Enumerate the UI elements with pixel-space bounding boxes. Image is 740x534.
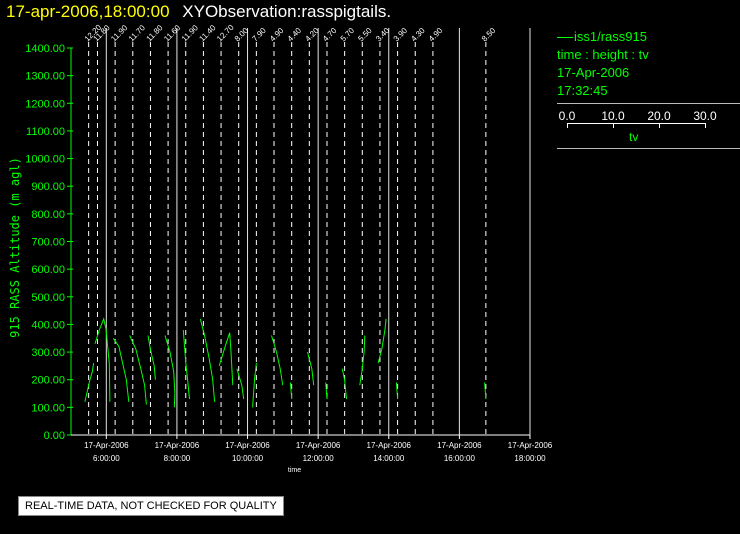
x-tick-date-label: 17-Apr-2006 [225, 441, 270, 450]
y-tick-label: 600.00 [31, 264, 65, 276]
pigtail-series-line [325, 382, 328, 400]
pigtail-label: 11.70 [127, 23, 147, 43]
pigtail-series-line [94, 317, 111, 402]
legend-time: 17:32:45 [557, 83, 608, 98]
pigtail-label: 4.30 [409, 26, 427, 44]
pigtail-series-line [84, 363, 95, 402]
legend-series-swatch [557, 37, 573, 39]
scale-tick-label: 0.0 [558, 109, 576, 123]
scale-variable-label: tv [629, 130, 639, 144]
pigtail-label: 12.70 [215, 23, 236, 44]
legend-divider-top [557, 103, 740, 104]
pigtail-label: 7.90 [250, 26, 268, 44]
scale-axis-line [567, 123, 705, 124]
legend-scale: 0.0 10.0 20.0 30.0 tv [557, 104, 740, 148]
pigtail-label: 11.40 [197, 23, 217, 43]
x-axis-label: time [288, 467, 301, 474]
pigtail-series-line [271, 335, 284, 386]
pigtail-label: 4.90 [427, 26, 445, 44]
x-tick-time-label: 16:00:00 [444, 454, 476, 463]
pigtail-series-line [307, 351, 315, 386]
scale-tick-label: 30.0 [693, 109, 717, 123]
pigtail-series-line [289, 382, 293, 400]
y-tick-label: 800.00 [31, 209, 65, 221]
legend-divider-bottom [557, 148, 740, 149]
pigtail-label: 5.70 [339, 26, 357, 44]
x-tick-date-label: 17-Apr-2006 [367, 441, 412, 450]
pigtail-series-line [252, 363, 257, 408]
y-tick-label: 1000.00 [25, 154, 65, 166]
scale-tick [705, 123, 706, 128]
pigtail-series-line [164, 335, 176, 408]
observation-name: XYObservation:rasspigtails. [182, 2, 392, 21]
pigtail-series-line [199, 318, 216, 402]
scale-tick [659, 123, 660, 128]
pigtail-label: 4.70 [321, 26, 339, 44]
y-tick-label: 1200.00 [25, 98, 65, 110]
x-tick-time-label: 18:00:00 [514, 454, 546, 463]
y-tick-label: 100.00 [31, 402, 65, 414]
y-tick-label: 900.00 [31, 181, 65, 193]
x-tick-date-label: 17-Apr-2006 [155, 441, 200, 450]
pigtail-label: 4.40 [286, 26, 304, 44]
y-tick-label: 400.00 [31, 319, 65, 331]
pigtail-label: 11.80 [144, 23, 164, 43]
y-tick-label: 700.00 [31, 237, 65, 249]
pigtail-label: 11.60 [162, 23, 182, 43]
y-tick-label: 0.00 [44, 430, 65, 442]
pigtail-series-line [236, 368, 245, 400]
scale-tick [613, 123, 614, 128]
legend-variables: time : height : tv [557, 47, 649, 62]
pigtail-label: 8.50 [480, 26, 498, 44]
x-tick-date-label: 17-Apr-2006 [437, 441, 482, 450]
x-tick-date-label: 17-Apr-2006 [84, 441, 129, 450]
quality-disclaimer: REAL-TIME DATA, NOT CHECKED FOR QUALITY [18, 496, 284, 516]
pigtail-series-line [359, 335, 366, 386]
pigtail-series-line [484, 382, 487, 400]
y-tick-label: 1100.00 [26, 126, 65, 138]
x-tick-time-label: 6:00:00 [93, 454, 120, 463]
x-tick-time-label: 14:00:00 [373, 454, 405, 463]
chart-title: 17-apr-2006,18:00:00 XYObservation:rassp… [6, 2, 391, 22]
pigtail-series-line [395, 382, 399, 400]
scale-tick [567, 123, 568, 128]
y-tick-label: 1400.00 [25, 43, 65, 55]
scale-tick-label: 10.0 [601, 109, 625, 123]
pigtail-series-line [377, 318, 387, 364]
scale-tick-label: 20.0 [647, 109, 671, 123]
pigtail-label: 4.90 [268, 26, 286, 44]
x-tick-time-label: 12:00:00 [303, 454, 335, 463]
pigtail-series-line [129, 335, 147, 405]
pigtail-series-line [341, 368, 347, 400]
y-tick-label: 1300.00 [25, 71, 65, 83]
x-tick-time-label: 10:00:00 [232, 454, 264, 463]
x-tick-date-label: 17-Apr-2006 [508, 441, 553, 450]
legend-series: iss1/rass915 [557, 28, 740, 46]
pigtail-series-line [218, 332, 234, 386]
y-tick-label: 300.00 [31, 347, 65, 359]
pigtail-label: 5.50 [356, 26, 374, 44]
legend-date: 17-Apr-2006 [557, 65, 630, 80]
pigtail-series-line [147, 335, 156, 380]
y-tick-label: 500.00 [31, 292, 65, 304]
legend-panel: iss1/rass915 time : height : tv 17-Apr-2… [557, 28, 740, 149]
legend-series-label: iss1/rass915 [574, 29, 647, 44]
pigtail-series-line [182, 329, 190, 400]
pigtail-label: 11.90 [180, 23, 200, 43]
pigtail-series-line [112, 338, 130, 402]
pigtail-label: 3.90 [392, 26, 410, 44]
x-tick-date-label: 17-Apr-2006 [296, 441, 341, 450]
x-tick-time-label: 8:00:00 [164, 454, 191, 463]
pigtail-label: 11.90 [109, 23, 129, 43]
observation-timestamp: 17-apr-2006,18:00:00 [6, 2, 170, 21]
y-axis-label: 915 RASS Altitude (m agl) [8, 157, 22, 338]
y-tick-label: 200.00 [31, 375, 65, 387]
